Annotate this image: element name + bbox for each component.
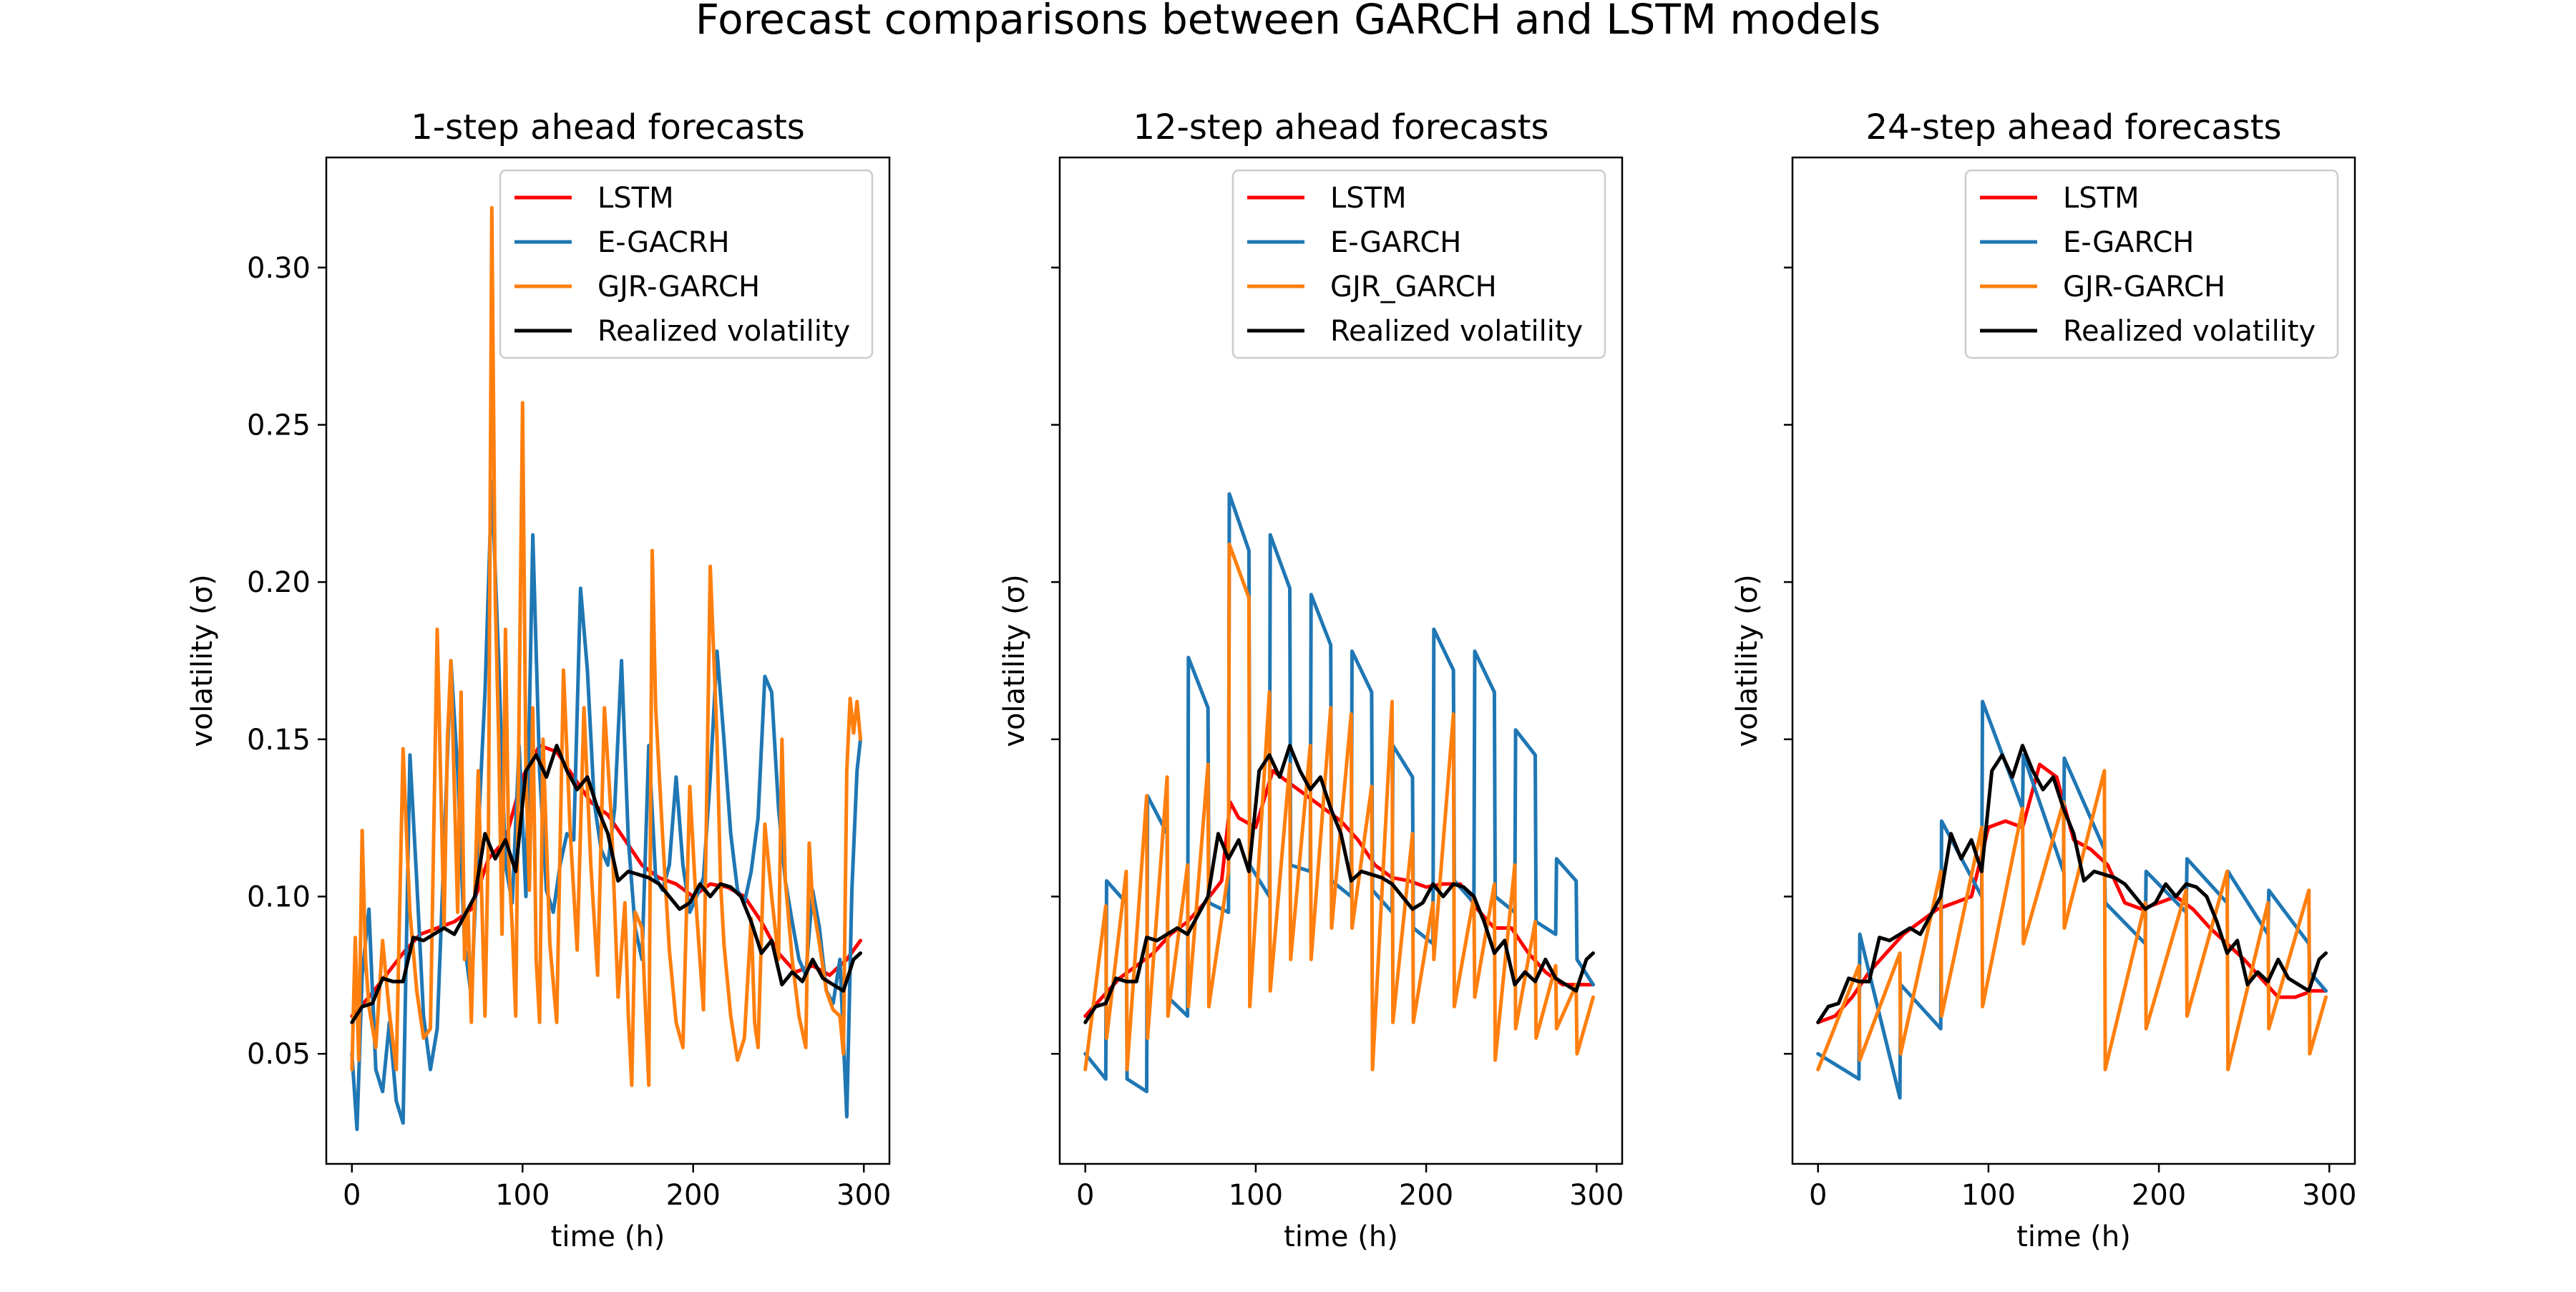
subplot-2: 0 100 200 300 12-step ahead forecasts time (h… — [998, 107, 1624, 1253]
y-tick-label: 0.30 — [247, 252, 311, 285]
y-tick-label: 0.20 — [247, 566, 311, 599]
axes-frame — [325, 156, 891, 1165]
subplot-3: 0 100 200 300 24-step ahead forecasts time (h… — [1731, 107, 2356, 1253]
legend: LSTM E-GARCH GJR_GARCH Realized volatility — [1231, 169, 1606, 359]
y-tick-label: 0.25 — [247, 409, 311, 442]
legend-box — [1231, 169, 1606, 359]
y-axis-label: volatility (σ) — [1731, 574, 1764, 747]
series-group — [1816, 699, 2328, 1100]
legend-label: LSTM — [2063, 182, 2140, 215]
y-axis-label: volatility (σ) — [998, 574, 1031, 747]
x-tick-label: 300 — [1569, 1179, 1624, 1212]
legend-label: E-GARCH — [2063, 226, 2194, 259]
y-tick-label: 0.05 — [247, 1038, 311, 1071]
legend-label: GJR-GARCH — [597, 271, 760, 303]
series-group — [1083, 492, 1595, 1094]
x-tick-label: 0 — [1076, 1179, 1094, 1212]
axes-frame — [1791, 156, 2356, 1165]
legend-label: Realized volatility — [1330, 315, 1583, 348]
series-line-gjr — [1083, 542, 1595, 1072]
y-tick-label: 0.10 — [247, 881, 311, 914]
legend-box — [1964, 169, 2339, 359]
legend-label: E-GACRH — [597, 226, 730, 259]
legend-label: E-GARCH — [1330, 226, 1461, 259]
x-tick-label: 0 — [1809, 1179, 1827, 1212]
series-line-gjr — [350, 205, 862, 1087]
x-tick-label: 300 — [836, 1179, 891, 1212]
legend-label: GJR-GARCH — [2063, 271, 2225, 303]
axes-frame — [1058, 156, 1624, 1165]
series-line-realized — [1816, 744, 2328, 1024]
x-tick-label: 100 — [1229, 1179, 1283, 1212]
x-axis-label: time (h) — [2016, 1220, 2131, 1253]
subplot-title: 1-step ahead forecasts — [411, 107, 805, 147]
x-tick-label: 200 — [1399, 1179, 1453, 1212]
legend-label: Realized volatility — [597, 315, 850, 348]
x-tick-label: 0 — [343, 1179, 361, 1212]
series-line-gjr — [1816, 769, 2328, 1072]
legend-box — [499, 169, 874, 359]
x-axis-label: time (h) — [551, 1220, 665, 1253]
series-line-realized — [350, 744, 862, 1024]
series-line-realized — [1083, 744, 1595, 1024]
x-tick-label: 100 — [1961, 1179, 2016, 1212]
legend-label: LSTM — [597, 182, 674, 215]
figure-title: Forecast comparisons between GARCH and L… — [696, 0, 1880, 44]
legend-label: LSTM — [1330, 182, 1407, 215]
subplot-title: 24-step ahead forecasts — [1865, 107, 2281, 147]
subplots: 0 100 200 300 0.05 0.10 0.15 0.20 0.25 0.30 1-step… — [186, 107, 2356, 1253]
subplot-1: 0 100 200 300 0.05 0.10 0.15 0.20 0.25 0.30 1-step… — [186, 107, 891, 1253]
x-tick-label: 200 — [2132, 1179, 2186, 1212]
legend-label: GJR_GARCH — [1330, 271, 1497, 303]
x-tick-label: 300 — [2302, 1179, 2356, 1212]
x-axis-label: time (h) — [1284, 1220, 1398, 1253]
legend: LSTM E-GARCH GJR-GARCH Realized volatility — [1964, 169, 2339, 359]
y-axis-label: volatility (σ) — [186, 574, 219, 747]
y-tick-label: 0.15 — [247, 724, 311, 757]
x-tick-label: 100 — [495, 1179, 550, 1212]
legend-label: Realized volatility — [2063, 315, 2316, 348]
series-group — [350, 205, 862, 1132]
legend: LSTM E-GACRH GJR-GARCH Realized volatility — [499, 169, 874, 359]
subplot-title: 12-step ahead forecasts — [1133, 107, 1548, 147]
x-tick-label: 200 — [666, 1179, 721, 1212]
